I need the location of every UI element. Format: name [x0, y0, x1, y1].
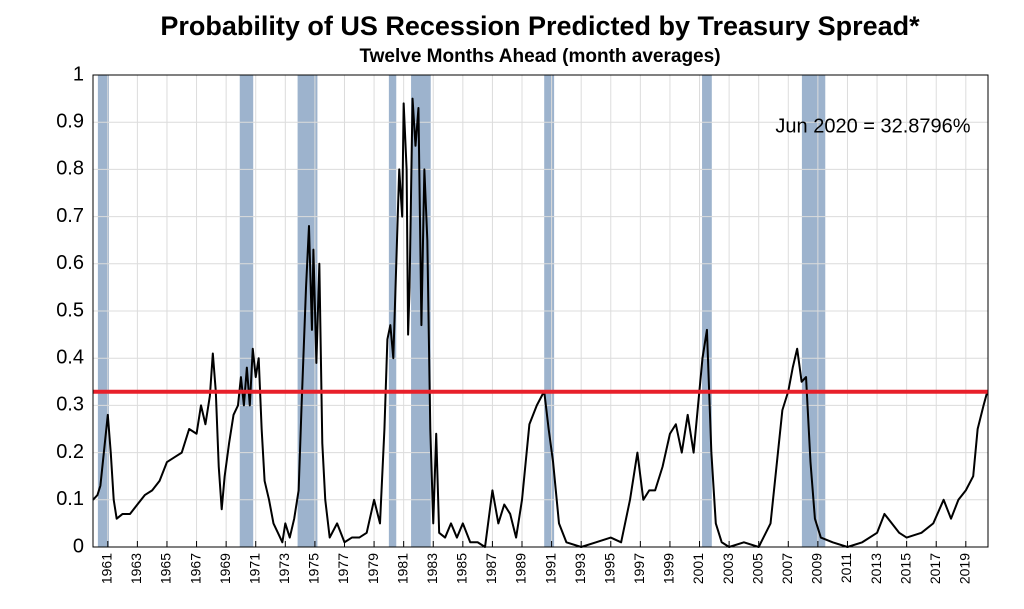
x-tick-label: 1987 — [483, 553, 499, 584]
y-tick-label: 0.3 — [56, 394, 84, 416]
x-tick-label: 1993 — [572, 553, 588, 584]
plot-frame — [92, 74, 989, 548]
y-tick-label: 0.9 — [56, 110, 84, 132]
x-tick-label: 1983 — [424, 553, 440, 584]
x-tick-label: 1975 — [306, 553, 322, 584]
x-tick-label: 1989 — [513, 553, 529, 584]
chart-subtitle: Twelve Months Ahead (month averages) — [359, 46, 720, 67]
y-tick-label: 0.8 — [56, 158, 84, 180]
x-tick-label: 2007 — [779, 553, 795, 584]
y-tick-label: 0 — [73, 535, 84, 557]
x-tick-label: 1981 — [394, 553, 410, 584]
x-tick-label: 2005 — [749, 553, 765, 584]
y-tick-label: 0.1 — [56, 488, 84, 510]
plot-area: 0 0.1 0.2 0.3 0.4 0.5 0.6 0.7 0.8 0.9 1 1961 1963 196… — [56, 63, 989, 584]
chart-title: Probability of US Recession Predicted by… — [160, 11, 920, 41]
y-tick-label: 0.4 — [56, 346, 84, 368]
x-tick-label: 1991 — [542, 553, 558, 584]
x-tick-label: 2015 — [897, 553, 913, 584]
x-tick-label: 1973 — [276, 553, 292, 584]
annotation: Jun 2020 = 32.8796% — [775, 115, 970, 137]
x-tick-label: 2011 — [838, 553, 854, 583]
x-tick-label: 2019 — [957, 553, 973, 584]
x-tick-label: 1969 — [217, 553, 233, 584]
y-tick-label: 1 — [73, 63, 84, 85]
y-tick-label: 0.2 — [56, 441, 84, 463]
x-tick-label: 1965 — [158, 553, 174, 584]
x-tick-label: 1967 — [187, 553, 203, 584]
x-tick-label: 1979 — [365, 553, 381, 584]
x-tick-label: 1997 — [631, 553, 647, 584]
x-tick-label: 1961 — [98, 553, 114, 584]
x-tick-label: 2003 — [720, 553, 736, 584]
x-tick-label: 1977 — [335, 553, 351, 584]
x-tick-label: 1971 — [246, 553, 262, 584]
x-tick-label: 2001 — [690, 553, 706, 584]
y-tick-label: 0.6 — [56, 252, 84, 274]
y-tick-label: 0.7 — [56, 205, 84, 227]
x-tick-label: 1995 — [601, 553, 617, 584]
y-tick-label: 0.5 — [56, 299, 84, 321]
x-tick-label: 2013 — [868, 553, 884, 584]
x-tick-label: 2009 — [809, 553, 825, 584]
x-tick-label: 1963 — [128, 553, 144, 584]
x-tick-label: 1999 — [661, 553, 677, 584]
data-line — [92, 97, 989, 548]
x-tick-label: 1985 — [454, 553, 470, 584]
x-tick-label: 2017 — [927, 553, 943, 584]
